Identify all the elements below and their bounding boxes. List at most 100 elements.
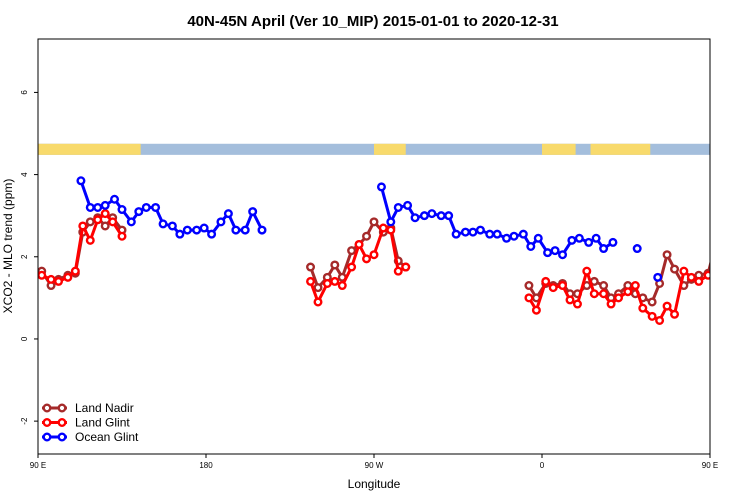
land-glint-point (558, 281, 568, 291)
land-glint-point (85, 235, 95, 245)
land-glint-point (38, 270, 47, 280)
ocean-glint-point (526, 241, 536, 251)
land-glint-point (744, 214, 750, 221)
ocean-glint-point (591, 233, 601, 243)
ocean-glint-point (485, 229, 495, 239)
land-nadir-point (599, 281, 609, 291)
land-nadir-point (85, 217, 95, 227)
land-glint-point (393, 266, 403, 276)
ocean-glint-point (509, 231, 519, 241)
land-nadir-point (369, 217, 379, 227)
land-band-segment (38, 143, 141, 155)
legend-swatch-marker (57, 403, 67, 413)
land-nadir-point (720, 221, 727, 228)
ocean-glint-point (182, 225, 192, 235)
x-tick-label: 90 W (365, 461, 384, 470)
land-glint-point (630, 281, 640, 291)
land-glint-point (369, 250, 379, 260)
x-axis-label: Longitude (348, 477, 401, 491)
land-glint-point (322, 278, 332, 288)
ocean-glint-point (393, 202, 403, 212)
land-glint-point (623, 287, 633, 297)
legend-item-land-nadir: Land Nadir (42, 401, 134, 415)
ocean-glint-point (475, 225, 485, 235)
ocean-glint-point (100, 200, 110, 210)
land-glint-point (531, 305, 541, 315)
land-band-segment (710, 144, 750, 155)
ocean-glint-point (151, 202, 161, 212)
ocean-glint-point (117, 205, 127, 215)
land-nadir-point (347, 246, 357, 256)
land-band-segment (542, 143, 576, 155)
y-tick-label: 4 (20, 172, 29, 177)
ocean-glint-point (240, 225, 250, 235)
land-nadir-point (662, 250, 672, 260)
ocean-glint-point (533, 233, 543, 243)
land-glint-point (606, 299, 616, 309)
land-glint-point (572, 299, 582, 309)
land-glint-point (401, 262, 411, 272)
land-glint-point (78, 221, 88, 231)
land-glint-point (638, 303, 648, 313)
x-tick-label: 90 E (702, 461, 718, 470)
legend-swatch-marker (57, 418, 67, 428)
legend-item-ocean-glint: Ocean Glint (42, 430, 139, 444)
ocean-glint-point (207, 229, 217, 239)
land-glint-point (93, 215, 103, 225)
ocean-glint-point (737, 204, 744, 211)
land-glint-point (117, 231, 127, 241)
land-band-segment (590, 143, 651, 155)
ocean-glint-point (502, 233, 512, 243)
land-glint-point (347, 262, 357, 272)
land-glint-line (309, 226, 407, 304)
land-glint-point (362, 254, 372, 264)
land-glint-point (541, 276, 551, 286)
land-glint-point (330, 276, 340, 286)
land-glint-point (655, 315, 665, 325)
ocean-glint-point (167, 221, 177, 231)
ocean-glint-point (231, 225, 241, 235)
ocean-glint-point (175, 229, 185, 239)
land-nadir-point (100, 221, 110, 231)
x-tick-label: 90 E (30, 461, 46, 470)
land-nadir-point (670, 264, 680, 274)
ocean-glint-point (653, 272, 663, 282)
ocean-glint-point (720, 177, 727, 184)
land-glint-point (686, 272, 696, 282)
land-glint-point (599, 289, 609, 299)
ocean-glint-point (744, 202, 750, 209)
land-glint-point (712, 268, 719, 275)
ocean-glint-point (550, 246, 560, 256)
chart-title: 40N-45N April (Ver 10_MIP) 2015-01-01 to… (187, 13, 558, 30)
land-glint-line (527, 269, 710, 322)
y-tick-label: 6 (20, 90, 29, 95)
legend-label: Land Nadir (75, 401, 134, 415)
land-glint-point (108, 217, 118, 227)
y-axis: -2 0 2 4 6 (20, 90, 38, 425)
legend-item-land-glint: Land Glint (42, 416, 130, 430)
land-glint-point (524, 293, 534, 303)
ocean-glint-point (257, 225, 267, 235)
land-ocean-band (38, 143, 750, 155)
x-tick-label: 0 (540, 461, 545, 470)
y-tick-label: -2 (20, 417, 29, 425)
ocean-glint-point (223, 209, 233, 219)
land-glint-point (354, 239, 364, 249)
ocean-glint-point (599, 244, 609, 254)
land-glint-point (670, 309, 680, 319)
ocean-glint-point (126, 217, 136, 227)
y-tick-label: 2 (20, 254, 29, 259)
land-nadir-point (727, 216, 734, 223)
land-glint-point (703, 270, 710, 280)
land-glint-point (589, 289, 599, 299)
ocean-glint-point (492, 229, 502, 239)
land-glint-point (565, 295, 575, 305)
legend-swatch-marker (42, 432, 52, 442)
land-glint-point (306, 276, 316, 286)
land-glint-point (647, 311, 657, 321)
ocean-glint-point (468, 227, 478, 237)
ocean-glint-point (110, 194, 120, 204)
ocean-glint-point (518, 229, 528, 239)
land-glint-point (727, 237, 734, 244)
y-axis-label: XCO2 - MLO trend (ppm) (1, 179, 15, 314)
